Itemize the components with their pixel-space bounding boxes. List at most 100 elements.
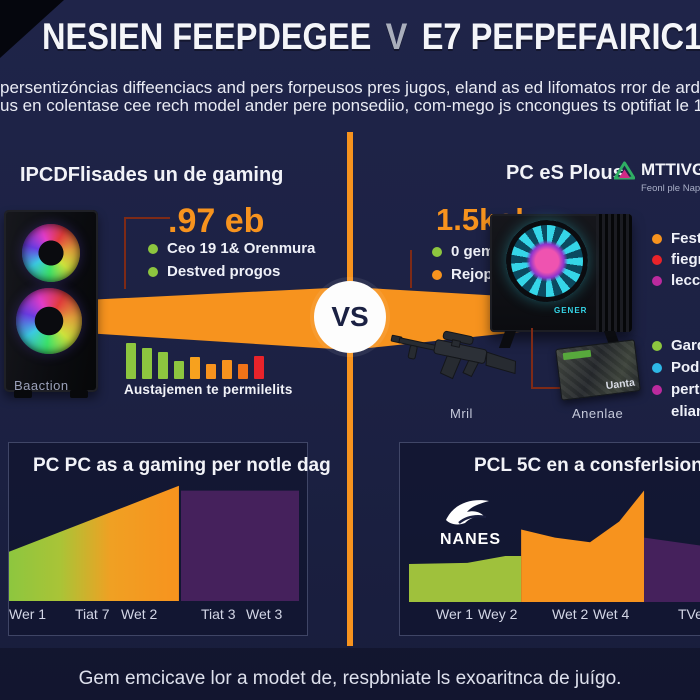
bullet-dot-icon: [652, 362, 662, 373]
area-series-purple: [644, 537, 700, 602]
page-title: NESIEN FEEPDEGEE V E7 PEFPEFAIRIC1DO:: [42, 16, 700, 58]
brand-block: MTTIVG Feonl ple Nap: [614, 160, 700, 194]
footer-text: Gem emcicave lor a modet de, respbniate …: [78, 668, 622, 689]
x-tick-label: Wet 2: [552, 606, 589, 622]
subtitle-line-2: us en colentase cee rech model ander per…: [0, 96, 700, 115]
bullet-label: pertK: [671, 381, 700, 398]
area-chart: [409, 490, 700, 602]
rifle-caption: Mril: [450, 406, 473, 421]
x-tick-label: Wet 2: [121, 606, 158, 622]
bullet-dot-icon: [432, 269, 442, 280]
x-tick-label: Tiat 7: [75, 606, 110, 622]
bullet-label: fiegmer r: [671, 251, 700, 268]
chart-panel-right: PCL 5C en a consferlsion dis dges NANES …: [399, 442, 700, 636]
subtitle-line-1: persentizóncias diffeenciacs and pers fo…: [0, 78, 700, 97]
item-bullet-list: Gard Podu pertK eliane: [652, 337, 700, 420]
area-series-ramp: [9, 485, 179, 601]
list-item: lecconím: [652, 272, 700, 289]
corner-accent: [0, 0, 64, 58]
rifle-image: [390, 330, 517, 380]
bullet-dot-icon: [148, 243, 158, 254]
gauge-bar: [222, 360, 232, 379]
left-heading: IPCDFlisades un de gaming: [20, 164, 284, 186]
gauge-bar: [206, 364, 216, 379]
chart-panel-left: PC PC as a gaming per notle dag Wer 1 Ti…: [8, 442, 331, 636]
left-bullet-list: Ceo 19 1& Orenmura Destved progos: [148, 240, 315, 280]
vs-label: VS: [331, 301, 369, 332]
gpu-label: Uanta: [605, 376, 636, 393]
x-tick-label: Wer 1: [436, 606, 474, 622]
chart-title: PCL 5C en a consferlsion dis dges: [474, 455, 700, 476]
bullet-dot-icon: [652, 340, 662, 351]
gauge-bar: [174, 361, 184, 379]
gauge-bar: [190, 357, 200, 379]
x-tick-label: Wey 2: [478, 606, 518, 622]
brand-name: MTTIVG: [641, 160, 700, 179]
bullet-label: Gard: [671, 337, 700, 354]
connector-line: [531, 387, 565, 389]
bullet-label: Ceo 19 1& Orenmura: [167, 240, 316, 257]
right-pc-tower: GENER: [490, 214, 632, 348]
page-title-part2: E7 PEFPEFAIRIC1DO:: [421, 16, 700, 57]
page-title-vs: V: [385, 16, 408, 57]
left-price: .97 eb: [168, 202, 265, 240]
area-chart: [9, 485, 299, 601]
x-tick-label: TVet 9: [678, 606, 700, 622]
list-item: Gard: [652, 337, 700, 354]
pc-front-label: GENER: [554, 306, 588, 315]
list-item: pertK: [652, 381, 700, 398]
rgb-fan-icon: [22, 224, 80, 282]
center-divider: [347, 132, 353, 646]
gpu-green-strip: [562, 349, 592, 361]
pc-vent-panel: [596, 214, 632, 332]
x-tick-label: Wet 4: [593, 606, 630, 622]
list-item: Podu: [652, 359, 700, 376]
left-pc-caption: Baaction: [14, 378, 69, 393]
rgb-fan-icon: [506, 220, 588, 302]
gauge-bar: [238, 364, 248, 379]
gauge-bar: [254, 356, 264, 379]
bullet-dot-icon: [652, 254, 662, 265]
x-tick-label: Wer 1: [9, 606, 47, 622]
gauge-bar: [142, 348, 152, 379]
bullet-label: Podu: [671, 359, 700, 376]
rgb-fan-icon: [16, 288, 82, 354]
connector-line: [124, 217, 170, 219]
vs-badge: VS: [314, 281, 386, 353]
pc-foot: [14, 390, 32, 398]
left-pc-tower: [4, 210, 98, 398]
area-series-orange: [521, 490, 645, 602]
rog-logo-icon: [446, 500, 489, 525]
x-tick-label: Tiat 3: [201, 606, 236, 622]
bullet-dot-icon: [652, 275, 662, 286]
bullet-dot-icon: [652, 233, 662, 244]
pc-foot: [70, 390, 88, 398]
spec-bullet-list: Festerce fiegmer r lecconím: [652, 230, 700, 289]
list-item: Ceo 19 1& Orenmura: [148, 240, 315, 257]
bullet-label: eliane: [671, 403, 700, 420]
gauge-bar: [158, 352, 168, 379]
bullet-dot-icon: [652, 384, 662, 395]
bullet-label: Destved progos: [167, 263, 281, 280]
list-item: fiegmer r: [652, 251, 700, 268]
right-heading: PC eS Plous: [506, 162, 624, 184]
connector-line: [124, 217, 126, 289]
x-tick-label: Wet 3: [246, 606, 283, 622]
bullet-dot-icon: [148, 266, 158, 277]
footer-strip: [0, 648, 700, 700]
gauge-label: Austajemen te permilelits: [124, 382, 293, 397]
chart-title: PC PC as a gaming per notle dag: [33, 455, 331, 476]
connector-line: [531, 328, 533, 388]
area-series-green: [409, 556, 522, 602]
performance-gauge: [126, 341, 276, 379]
connector-line: [410, 250, 412, 288]
brand-subtitle: Feonl ple Nap: [641, 183, 700, 194]
list-item: Destved progos: [148, 263, 315, 280]
gauge-bar: [126, 343, 136, 379]
rog-logo-label: NANES: [440, 531, 502, 548]
brand-triangle-icon: [614, 160, 635, 180]
bullet-label: lecconím: [671, 272, 700, 289]
list-item: Festerce: [652, 230, 700, 247]
bullet-dot-icon: [432, 246, 442, 257]
